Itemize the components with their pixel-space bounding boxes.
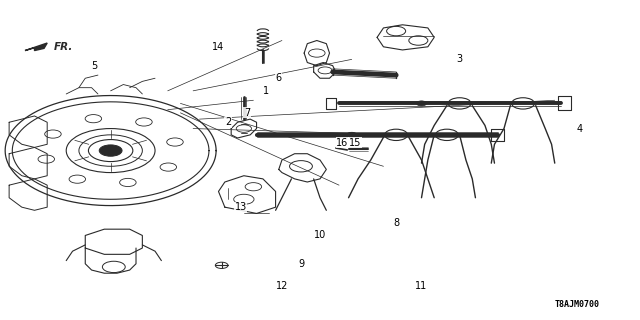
Text: 15: 15 [349,138,361,148]
Text: 2: 2 [225,117,231,127]
Text: 16: 16 [336,138,348,148]
Text: FR.: FR. [54,42,73,52]
Text: 13: 13 [235,202,247,212]
Text: 10: 10 [314,230,326,240]
Circle shape [347,132,356,137]
Text: 3: 3 [456,54,463,64]
Text: T8AJM0700: T8AJM0700 [555,300,600,309]
Text: 9: 9 [298,259,304,269]
Text: 5: 5 [92,61,98,71]
Text: 14: 14 [212,42,225,52]
Text: 4: 4 [577,124,583,133]
Text: 12: 12 [276,281,288,291]
Text: 8: 8 [393,218,399,228]
Circle shape [417,101,427,106]
Polygon shape [25,43,47,51]
Text: 7: 7 [244,108,250,118]
Text: 1: 1 [263,86,269,96]
Text: 11: 11 [415,281,428,291]
Text: 6: 6 [276,73,282,83]
Circle shape [99,145,122,156]
